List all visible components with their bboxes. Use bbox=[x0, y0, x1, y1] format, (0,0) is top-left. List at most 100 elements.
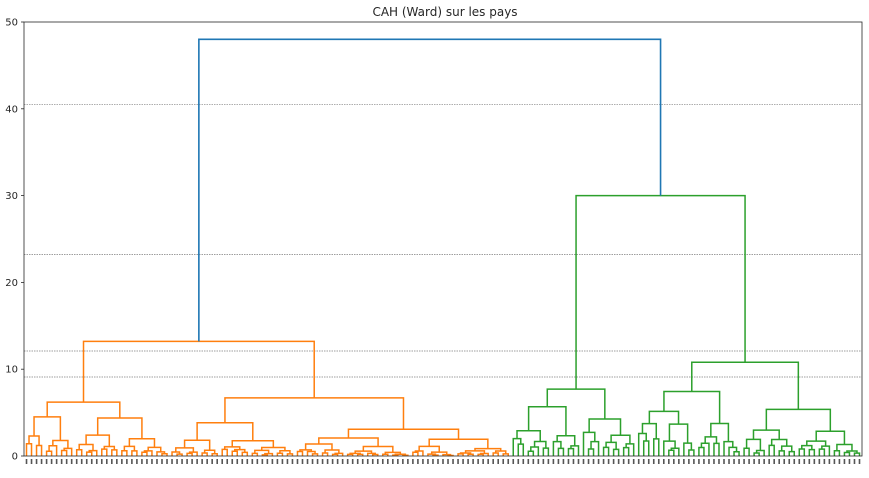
leaf-tick-49 bbox=[271, 459, 274, 464]
leaf-tick-53 bbox=[291, 459, 294, 464]
link-125 bbox=[637, 432, 647, 456]
leaf-tick-128 bbox=[668, 459, 670, 464]
link-148 bbox=[770, 438, 788, 447]
link-97 bbox=[546, 388, 606, 419]
leaf-tick-122 bbox=[637, 459, 640, 464]
leaf-tick-138 bbox=[718, 459, 720, 464]
link-132 bbox=[683, 442, 693, 456]
link-159 bbox=[818, 448, 826, 456]
link-129 bbox=[663, 440, 676, 456]
leaf-tick-131 bbox=[683, 459, 685, 464]
link-33 bbox=[171, 451, 181, 456]
link-28 bbox=[161, 453, 168, 456]
link-157 bbox=[808, 448, 816, 456]
link-119 bbox=[625, 443, 635, 456]
link-115 bbox=[610, 434, 631, 444]
link-92 bbox=[477, 453, 484, 456]
link-18 bbox=[101, 448, 108, 456]
leaf-tick-62 bbox=[336, 459, 339, 464]
leaf-tick-73 bbox=[392, 459, 394, 464]
link-10 bbox=[60, 449, 68, 456]
leaf-tick-19 bbox=[121, 459, 123, 464]
leaf-tick-97 bbox=[512, 459, 515, 464]
leaf-tick-55 bbox=[301, 459, 304, 464]
leaf-tick-93 bbox=[492, 459, 494, 464]
leaf-tick-134 bbox=[698, 459, 700, 464]
leaf-tick-64 bbox=[346, 459, 349, 464]
leaf-tick-17 bbox=[111, 459, 113, 464]
leaf-tick-124 bbox=[647, 459, 650, 464]
leaf-tick-109 bbox=[572, 459, 575, 464]
link-23 bbox=[131, 450, 138, 456]
link-134 bbox=[710, 422, 730, 442]
y-tick-label-1: 10 bbox=[5, 365, 18, 376]
leaf-tick-141 bbox=[733, 459, 735, 464]
leaf-tick-74 bbox=[397, 459, 399, 464]
link-53 bbox=[286, 453, 294, 456]
link-147 bbox=[753, 452, 760, 456]
link-29 bbox=[224, 397, 405, 430]
leaf-tick-57 bbox=[311, 459, 314, 464]
link-51 bbox=[279, 450, 291, 454]
link-71 bbox=[371, 453, 379, 456]
link-69 bbox=[356, 453, 364, 456]
leaf-tick-11 bbox=[80, 459, 83, 464]
link-146 bbox=[755, 449, 765, 456]
y-tick-label-2: 20 bbox=[5, 278, 18, 289]
link-11 bbox=[96, 417, 143, 439]
leaf-tick-132 bbox=[688, 459, 690, 464]
link-14 bbox=[75, 449, 83, 456]
leaf-tick-86 bbox=[457, 459, 459, 464]
leaf-tick-45 bbox=[251, 459, 254, 464]
leaf-tick-46 bbox=[256, 459, 259, 464]
leaf-tick-32 bbox=[186, 459, 188, 464]
leaf-tick-23 bbox=[141, 459, 143, 464]
link-60 bbox=[311, 453, 319, 456]
leaf-tick-155 bbox=[803, 459, 806, 464]
leaf-tick-31 bbox=[181, 459, 183, 464]
link-164 bbox=[853, 452, 861, 456]
leaf-tick-105 bbox=[552, 459, 555, 464]
leaf-tick-60 bbox=[326, 459, 329, 464]
link-2 bbox=[33, 416, 62, 441]
leaf-tick-144 bbox=[748, 459, 750, 464]
link-101 bbox=[517, 443, 525, 456]
leaf-tick-94 bbox=[497, 459, 499, 464]
leaf-tick-112 bbox=[587, 459, 590, 464]
link-22 bbox=[121, 449, 128, 456]
leaf-tick-40 bbox=[226, 459, 229, 464]
link-66 bbox=[354, 450, 373, 454]
link-127 bbox=[653, 438, 660, 456]
leaf-tick-82 bbox=[437, 459, 439, 464]
leaf-tick-140 bbox=[728, 459, 730, 464]
link-124 bbox=[641, 422, 658, 439]
link-144 bbox=[745, 438, 762, 451]
link-19 bbox=[111, 449, 118, 456]
link-17 bbox=[103, 445, 116, 450]
link-116 bbox=[605, 441, 617, 450]
leaf-tick-1 bbox=[30, 459, 33, 464]
leaf-tick-36 bbox=[206, 459, 208, 464]
leaf-tick-4 bbox=[45, 459, 48, 464]
dendrogram-links bbox=[25, 38, 861, 457]
leaf-tick-41 bbox=[231, 459, 234, 464]
leaf-tick-20 bbox=[126, 459, 128, 464]
link-93 bbox=[494, 450, 507, 454]
link-155 bbox=[801, 444, 813, 450]
leaf-tick-75 bbox=[402, 459, 404, 464]
leaf-tick-96 bbox=[507, 459, 510, 464]
leaf-tick-145 bbox=[753, 459, 755, 464]
link-152 bbox=[788, 450, 796, 456]
leaf-tick-166 bbox=[858, 459, 861, 464]
leaf-tick-117 bbox=[612, 459, 615, 464]
leaf-tick-102 bbox=[537, 459, 540, 464]
leaf-tick-42 bbox=[236, 459, 239, 464]
leaf-tick-104 bbox=[547, 459, 550, 464]
leaf-tick-153 bbox=[793, 459, 796, 464]
chart-title: CAH (Ward) sur les pays bbox=[372, 5, 517, 19]
y-tick-label-0: 0 bbox=[12, 452, 18, 463]
link-90 bbox=[467, 453, 474, 456]
link-96 bbox=[575, 194, 746, 390]
leaf-tick-129 bbox=[673, 459, 675, 464]
link-5 bbox=[35, 444, 43, 456]
